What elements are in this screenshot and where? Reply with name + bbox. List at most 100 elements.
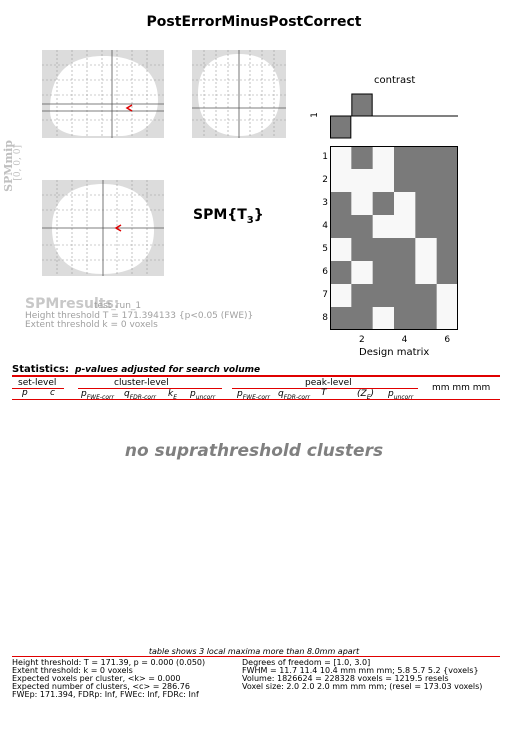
design-cell xyxy=(372,238,395,262)
design-cell xyxy=(394,215,416,239)
design-row-label: 6 xyxy=(322,266,328,277)
design-cell xyxy=(415,192,438,216)
design-cell xyxy=(372,261,395,285)
no-clusters-message: no suprathreshold clusters xyxy=(124,441,384,461)
contrast-title: contrast xyxy=(374,75,416,86)
col-set-p: p xyxy=(22,388,28,398)
mip-axial[interactable] xyxy=(42,180,164,276)
col-peak-z: (ZE) xyxy=(357,389,374,401)
design-cell xyxy=(436,238,458,262)
col-set-c: c xyxy=(50,388,55,398)
design-cell xyxy=(415,284,438,308)
results-extent-threshold: Extent threshold k = 0 voxels xyxy=(25,320,158,330)
design-cell xyxy=(394,261,416,285)
col-peak-punc: puncorr xyxy=(388,389,414,401)
design-cell xyxy=(330,169,352,193)
design-cell xyxy=(351,215,374,239)
footer-left-4: FWEp: 171.394, FDRp: Inf, FWEc: Inf, FDR… xyxy=(12,690,199,699)
design-cell xyxy=(372,215,395,239)
design-cell xyxy=(394,169,416,193)
design-row-label: 3 xyxy=(322,197,328,208)
design-cell xyxy=(330,238,352,262)
results-name: test_run_1 xyxy=(94,301,142,311)
design-cell xyxy=(372,146,395,170)
design-row-label: 2 xyxy=(322,174,328,185)
design-cell xyxy=(415,169,438,193)
results-height-threshold: Height threshold T = 171.394133 {p<0.05 … xyxy=(25,311,254,321)
design-matrix-xlabel: Design matrix xyxy=(359,347,430,358)
design-row-label: 1 xyxy=(322,151,328,162)
design-cell xyxy=(436,146,458,170)
design-row-label: 4 xyxy=(322,220,328,231)
design-cell xyxy=(372,307,395,330)
design-cell xyxy=(330,215,352,239)
footer-note: table shows 3 local maxima more than 8.0… xyxy=(148,647,360,656)
design-cell xyxy=(436,169,458,193)
col-cluster-ke: kE xyxy=(168,389,178,401)
design-cell xyxy=(330,146,352,170)
design-cell xyxy=(436,307,458,330)
mip-coronal[interactable] xyxy=(192,50,286,138)
design-row-label: 8 xyxy=(322,312,328,323)
set-level-header: set-level xyxy=(18,378,57,388)
design-row-label: 7 xyxy=(322,289,328,300)
design-row-label: 5 xyxy=(322,243,328,254)
statistics-subtitle: p-values adjusted for search volume xyxy=(75,365,261,375)
footer-right-1: FWHM = 11.7 11.4 10.4 mm mm mm; 5.8 5.7 … xyxy=(242,666,479,675)
peak-level-rule xyxy=(232,388,418,389)
design-cell xyxy=(394,238,416,262)
design-cell xyxy=(436,261,458,285)
col-peak-pfwe: pFWE-corr xyxy=(237,389,270,401)
design-cell xyxy=(330,261,352,285)
design-cell xyxy=(415,146,438,170)
mip-sagittal[interactable] xyxy=(42,50,164,138)
table-top-rule xyxy=(12,375,500,377)
coordinates-header: mm mm mm xyxy=(432,383,491,393)
design-cell xyxy=(330,284,352,308)
design-cell xyxy=(372,284,395,308)
design-cell xyxy=(415,307,438,330)
design-cell xyxy=(351,307,374,330)
design-cell xyxy=(394,307,416,330)
col-cluster-pfwe: pFWE-corr xyxy=(81,389,114,401)
design-matrix[interactable] xyxy=(330,146,458,330)
footer-right-2: Volume: 1826624 = 228328 voxels = 1219.5… xyxy=(242,674,449,683)
footer-right-3: Voxel size: 2.0 2.0 2.0 mm mm mm; (resel… xyxy=(242,682,483,691)
results-title: SPMresults: xyxy=(25,296,120,312)
footer-left-1: Extent threshold: k = 0 voxels xyxy=(12,666,133,675)
cluster-level-header: cluster-level xyxy=(114,378,169,388)
design-col-label: 2 xyxy=(359,335,365,345)
mip-coordinate: [0, 0, 0] xyxy=(13,145,23,181)
design-cell xyxy=(415,238,438,262)
design-cell xyxy=(436,284,458,308)
design-cell xyxy=(372,169,395,193)
cluster-level-rule xyxy=(78,388,222,389)
contrast-plot[interactable] xyxy=(330,88,458,140)
set-level-rule xyxy=(12,388,64,389)
design-cell xyxy=(394,146,416,170)
contrast-bar xyxy=(330,115,352,139)
design-cell xyxy=(351,284,374,308)
statistics-label: Statistics: xyxy=(12,364,69,375)
page-title: PostErrorMinusPostCorrect xyxy=(146,14,362,30)
col-cluster-punc: puncorr xyxy=(190,389,216,401)
design-cell xyxy=(351,238,374,262)
design-cell xyxy=(436,192,458,216)
design-col-label: 4 xyxy=(401,335,408,345)
footer-left-0: Height threshold: T = 171.39, p = 0.000 … xyxy=(12,658,206,667)
design-cell xyxy=(394,284,416,308)
col-peak-t: T xyxy=(321,388,327,398)
design-cell xyxy=(330,307,352,330)
spm-statistic-label: SPM{T3} xyxy=(193,207,264,226)
contrast-bar xyxy=(351,93,373,117)
design-cell xyxy=(351,169,374,193)
design-cell xyxy=(436,215,458,239)
contrast-axis-label: 1 xyxy=(309,112,320,118)
footer-left-2: Expected voxels per cluster, <k> = 0.000 xyxy=(12,674,181,683)
design-cell xyxy=(415,261,438,285)
peak-level-header: peak-level xyxy=(305,378,352,388)
table-header-rule xyxy=(12,399,500,400)
col-cluster-qfdr: qFDR-corr xyxy=(124,389,157,401)
footer-left-3: Expected number of clusters, <c> = 286.7… xyxy=(12,682,190,691)
footer-right-0: Degrees of freedom = [1.0, 3.0] xyxy=(242,658,371,667)
